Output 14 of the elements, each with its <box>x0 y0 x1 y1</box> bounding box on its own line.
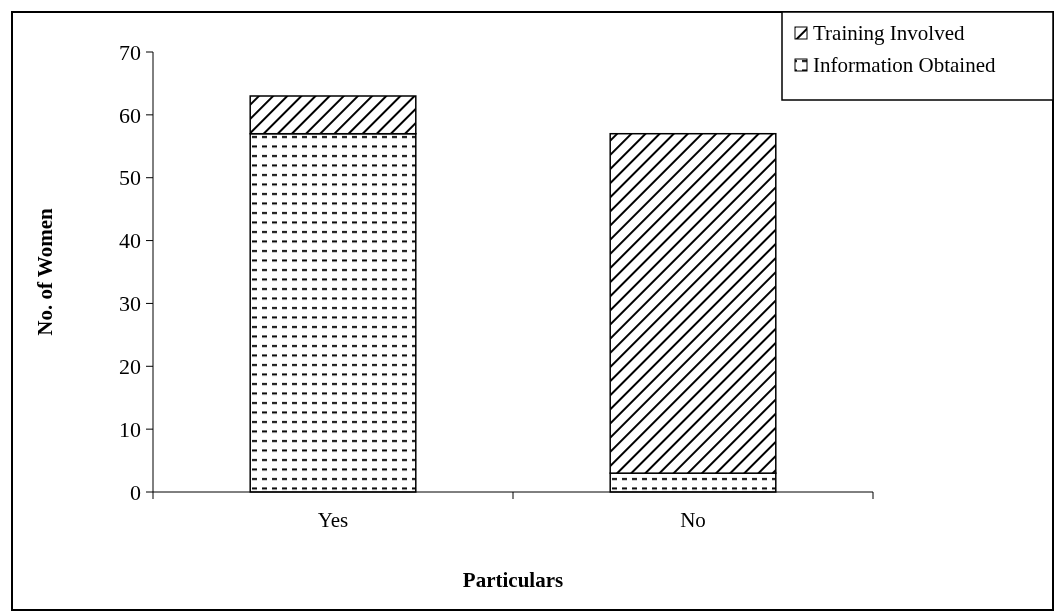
legend-label: Information Obtained <box>813 53 997 78</box>
y-tick-label: 20 <box>119 353 141 379</box>
legend-label: Training Involved <box>813 21 965 46</box>
y-tick-label: 60 <box>119 102 141 128</box>
y-tick-label: 30 <box>119 291 141 317</box>
y-tick-label: 50 <box>119 165 141 191</box>
y-axis-title: No. of Women <box>33 208 57 336</box>
x-tick-label: Yes <box>317 508 349 532</box>
x-axis-title: Particulars <box>462 568 564 592</box>
x-tick-label: No <box>680 508 706 532</box>
y-tick-label: 70 <box>119 39 141 65</box>
y-tick-label: 10 <box>119 416 141 442</box>
y-tick-label: 0 <box>130 479 141 505</box>
y-tick-label: 40 <box>119 228 141 254</box>
